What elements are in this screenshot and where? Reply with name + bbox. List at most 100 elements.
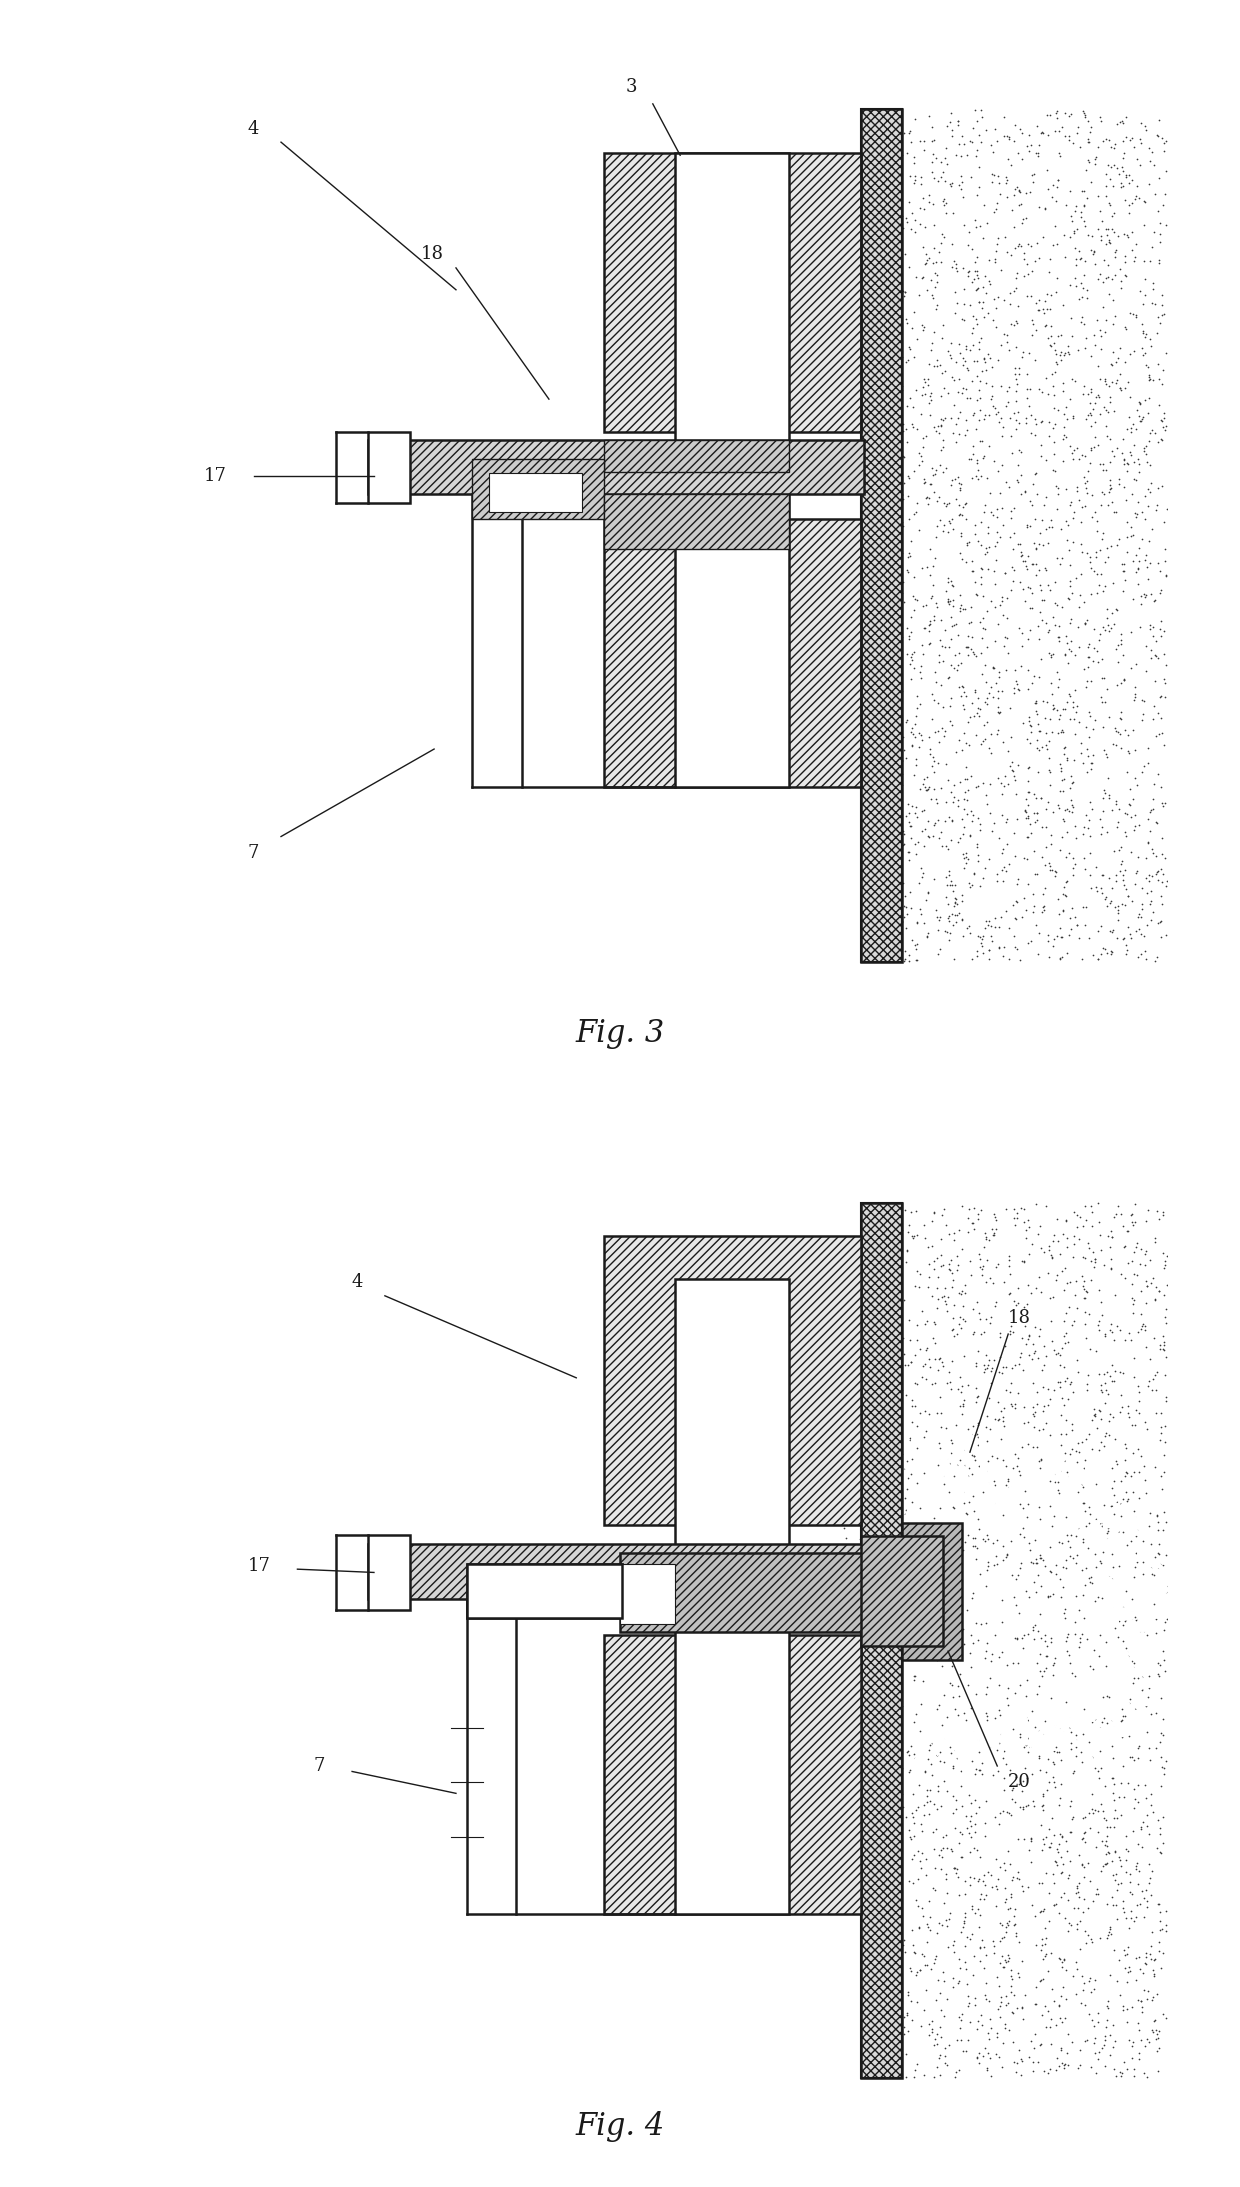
Point	[1074, 188, 1094, 223]
Point	[972, 354, 992, 389]
Point	[906, 1579, 926, 1614]
Point	[1024, 796, 1044, 831]
Point	[1117, 411, 1137, 446]
Point	[1008, 1822, 1028, 1857]
Point	[950, 1719, 970, 1754]
Point	[901, 809, 921, 844]
Point	[1154, 545, 1174, 580]
Point	[1086, 140, 1106, 175]
Point	[966, 1981, 986, 2016]
Point	[981, 2058, 1001, 2093]
Point	[890, 678, 910, 713]
Point	[1151, 604, 1171, 639]
Point	[942, 512, 962, 547]
Point	[1044, 1887, 1064, 1922]
Point	[1055, 636, 1075, 671]
Point	[923, 1594, 942, 1629]
Point	[1128, 912, 1148, 947]
Point	[1009, 1583, 1029, 1618]
Point	[970, 1861, 990, 1896]
Point	[966, 1588, 986, 1623]
Point	[1054, 337, 1074, 372]
Point	[1090, 1205, 1110, 1240]
Point	[909, 278, 929, 313]
Point	[1091, 1527, 1111, 1562]
Point	[1074, 258, 1094, 293]
Point	[1048, 162, 1068, 197]
Point	[1114, 422, 1133, 457]
Point	[924, 549, 944, 584]
Point	[994, 1920, 1014, 1955]
Point	[1091, 1787, 1111, 1822]
Point	[1137, 1192, 1157, 1227]
Point	[1033, 503, 1053, 538]
Point	[951, 1769, 971, 1804]
Point	[985, 282, 1004, 317]
Point	[997, 1537, 1017, 1572]
Point	[986, 1800, 1006, 1835]
Point	[1146, 1616, 1166, 1651]
Point	[916, 1476, 936, 1511]
Point	[897, 1472, 916, 1507]
Point	[1099, 276, 1118, 311]
Point	[1137, 875, 1157, 910]
Point	[978, 1347, 998, 1382]
Point	[946, 1542, 966, 1577]
Point	[1083, 391, 1102, 426]
Point	[1153, 352, 1173, 387]
Point	[973, 1474, 993, 1509]
Point	[1016, 794, 1035, 829]
Point	[897, 2060, 916, 2095]
Point	[1017, 1557, 1037, 1592]
Point	[924, 599, 944, 634]
Point	[976, 531, 996, 566]
Point	[1043, 168, 1063, 203]
Point	[926, 1271, 946, 1306]
Point	[1095, 932, 1115, 967]
Point	[910, 715, 930, 750]
Point	[1018, 1338, 1038, 1373]
Point	[1095, 1317, 1115, 1352]
Point	[1074, 1450, 1094, 1485]
Point	[1059, 1325, 1079, 1360]
Point	[949, 1212, 968, 1247]
Point	[904, 496, 924, 531]
Point	[1083, 1925, 1102, 1960]
Point	[1145, 1960, 1164, 1995]
Point	[904, 1220, 924, 1255]
Point	[983, 1758, 1003, 1793]
Point	[976, 1568, 996, 1603]
Point	[998, 1516, 1018, 1551]
Point	[1049, 2049, 1069, 2084]
Point	[1107, 527, 1127, 562]
Point	[955, 1944, 975, 1979]
Point	[1092, 1553, 1112, 1588]
Point	[1117, 796, 1137, 831]
Point	[945, 1693, 965, 1728]
Point	[1127, 1887, 1147, 1922]
Point	[1141, 608, 1161, 643]
Point	[1060, 702, 1080, 737]
Point	[1050, 2032, 1070, 2067]
Point	[1145, 768, 1164, 803]
Point	[910, 772, 930, 807]
Point	[1024, 2030, 1044, 2065]
Point	[921, 2012, 941, 2047]
Point	[1126, 1898, 1146, 1933]
Point	[947, 1507, 967, 1542]
Point	[932, 1647, 952, 1682]
Point	[992, 580, 1012, 615]
Point	[1140, 2025, 1159, 2060]
Point	[1135, 2027, 1154, 2062]
Point	[992, 1605, 1012, 1640]
Point	[960, 1986, 980, 2021]
Point	[1148, 1647, 1168, 1682]
Point	[1071, 175, 1091, 210]
Point	[1141, 1343, 1161, 1378]
Point	[997, 892, 1017, 927]
Point	[923, 739, 942, 774]
Point	[921, 1498, 941, 1533]
Point	[906, 1697, 926, 1732]
Point	[1052, 1417, 1071, 1452]
Point	[923, 1870, 942, 1905]
